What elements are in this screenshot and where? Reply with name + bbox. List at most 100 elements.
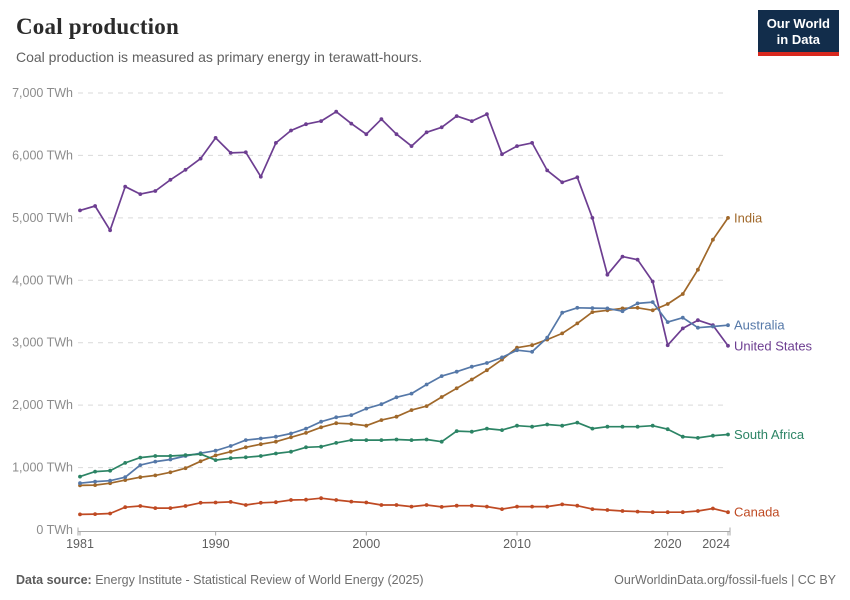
marker-canada (78, 512, 82, 517)
marker-united-states (93, 204, 97, 208)
marker-united-states (575, 175, 580, 180)
marker-united-states (500, 152, 504, 157)
marker-india (696, 267, 700, 272)
line-south-africa (79, 421, 729, 478)
marker-canada (213, 500, 218, 505)
chart-footer: Data source: Energy Institute - Statisti… (16, 573, 836, 587)
marker-india (439, 395, 444, 399)
marker-united-states (228, 151, 233, 155)
marker-united-states (469, 119, 474, 123)
marker-canada (454, 503, 459, 508)
series-label-australia[interactable]: Australia (734, 318, 785, 333)
marker-canada (500, 507, 504, 511)
marker-australia (454, 369, 459, 374)
marker-canada (183, 504, 188, 508)
marker-india (620, 306, 625, 311)
marker-india (183, 466, 188, 471)
marker-australia (590, 306, 595, 310)
marker-canada (349, 499, 354, 504)
marker-south-africa (650, 423, 655, 428)
marker-south-africa (439, 439, 444, 444)
marker-australia (289, 431, 293, 436)
marker-united-states (364, 132, 369, 137)
marker-india (530, 343, 534, 348)
marker-canada (394, 503, 399, 507)
marker-united-states (243, 150, 248, 155)
y-tick-label: 6,000 TWh (12, 148, 73, 162)
marker-united-states (304, 122, 308, 127)
marker-united-states (108, 228, 112, 233)
marker-australia (123, 475, 128, 480)
marker-canada (243, 503, 248, 507)
marker-south-africa (635, 424, 640, 429)
marker-south-africa (153, 454, 158, 458)
marker-canada (424, 503, 429, 507)
series-label-canada[interactable]: Canada (734, 505, 780, 520)
marker-canada (696, 509, 700, 513)
line-united-states (79, 110, 729, 347)
marker-united-states (485, 112, 489, 117)
marker-australia (93, 479, 97, 484)
marker-india (726, 216, 730, 220)
marker-south-africa (605, 424, 610, 429)
marker-canada (560, 502, 565, 507)
marker-south-africa (78, 474, 82, 479)
marker-south-africa (515, 423, 519, 428)
marker-united-states (123, 184, 128, 189)
marker-india (575, 321, 580, 326)
marker-india (258, 442, 263, 447)
data-source: Data source: Energy Institute - Statisti… (16, 573, 424, 587)
marker-south-africa (590, 426, 595, 431)
marker-south-africa (394, 437, 399, 442)
marker-australia (304, 426, 308, 431)
marker-canada (304, 497, 308, 502)
marker-south-africa (500, 428, 504, 432)
series-label-india[interactable]: India (734, 210, 763, 225)
marker-south-africa (485, 426, 489, 431)
marker-australia (485, 361, 489, 365)
marker-south-africa (319, 444, 323, 449)
marker-united-states (138, 192, 143, 197)
marker-canada (665, 510, 670, 515)
series-label-united-states[interactable]: United States (734, 338, 813, 353)
marker-india (228, 449, 233, 454)
series-label-south-africa[interactable]: South Africa (734, 427, 805, 442)
marker-united-states (560, 180, 565, 185)
marker-south-africa (469, 429, 474, 434)
marker-united-states (213, 136, 218, 140)
marker-canada (605, 508, 610, 512)
y-tick-label: 1,000 TWh (12, 461, 73, 475)
marker-australia (168, 457, 173, 462)
marker-india (680, 292, 685, 296)
marker-united-states (424, 130, 429, 135)
marker-india (138, 475, 143, 480)
marker-canada (123, 505, 128, 510)
marker-united-states (530, 141, 534, 145)
marker-south-africa (108, 468, 112, 473)
marker-united-states (590, 216, 595, 220)
owid-logo[interactable]: Our World in Data (757, 10, 839, 56)
marker-india (198, 459, 203, 464)
marker-united-states (168, 177, 173, 182)
x-tick-label: 2024 (702, 537, 730, 551)
marker-united-states (183, 167, 188, 172)
x-tick-label: 1990 (202, 537, 230, 551)
marker-india (711, 237, 715, 242)
marker-canada (274, 500, 278, 505)
marker-south-africa (364, 438, 369, 442)
marker-australia (620, 309, 625, 314)
marker-india (379, 418, 384, 422)
marker-south-africa (123, 461, 128, 465)
marker-south-africa (560, 423, 565, 428)
marker-india (319, 425, 323, 430)
marker-canada (485, 504, 489, 509)
marker-united-states (696, 318, 700, 323)
marker-united-states (515, 144, 519, 149)
marker-south-africa (289, 449, 293, 454)
marker-india (93, 483, 97, 487)
marker-india (364, 423, 369, 428)
y-tick-label: 0 TWh (36, 523, 73, 537)
y-tick-label: 2,000 TWh (12, 398, 73, 412)
marker-south-africa (213, 458, 218, 462)
